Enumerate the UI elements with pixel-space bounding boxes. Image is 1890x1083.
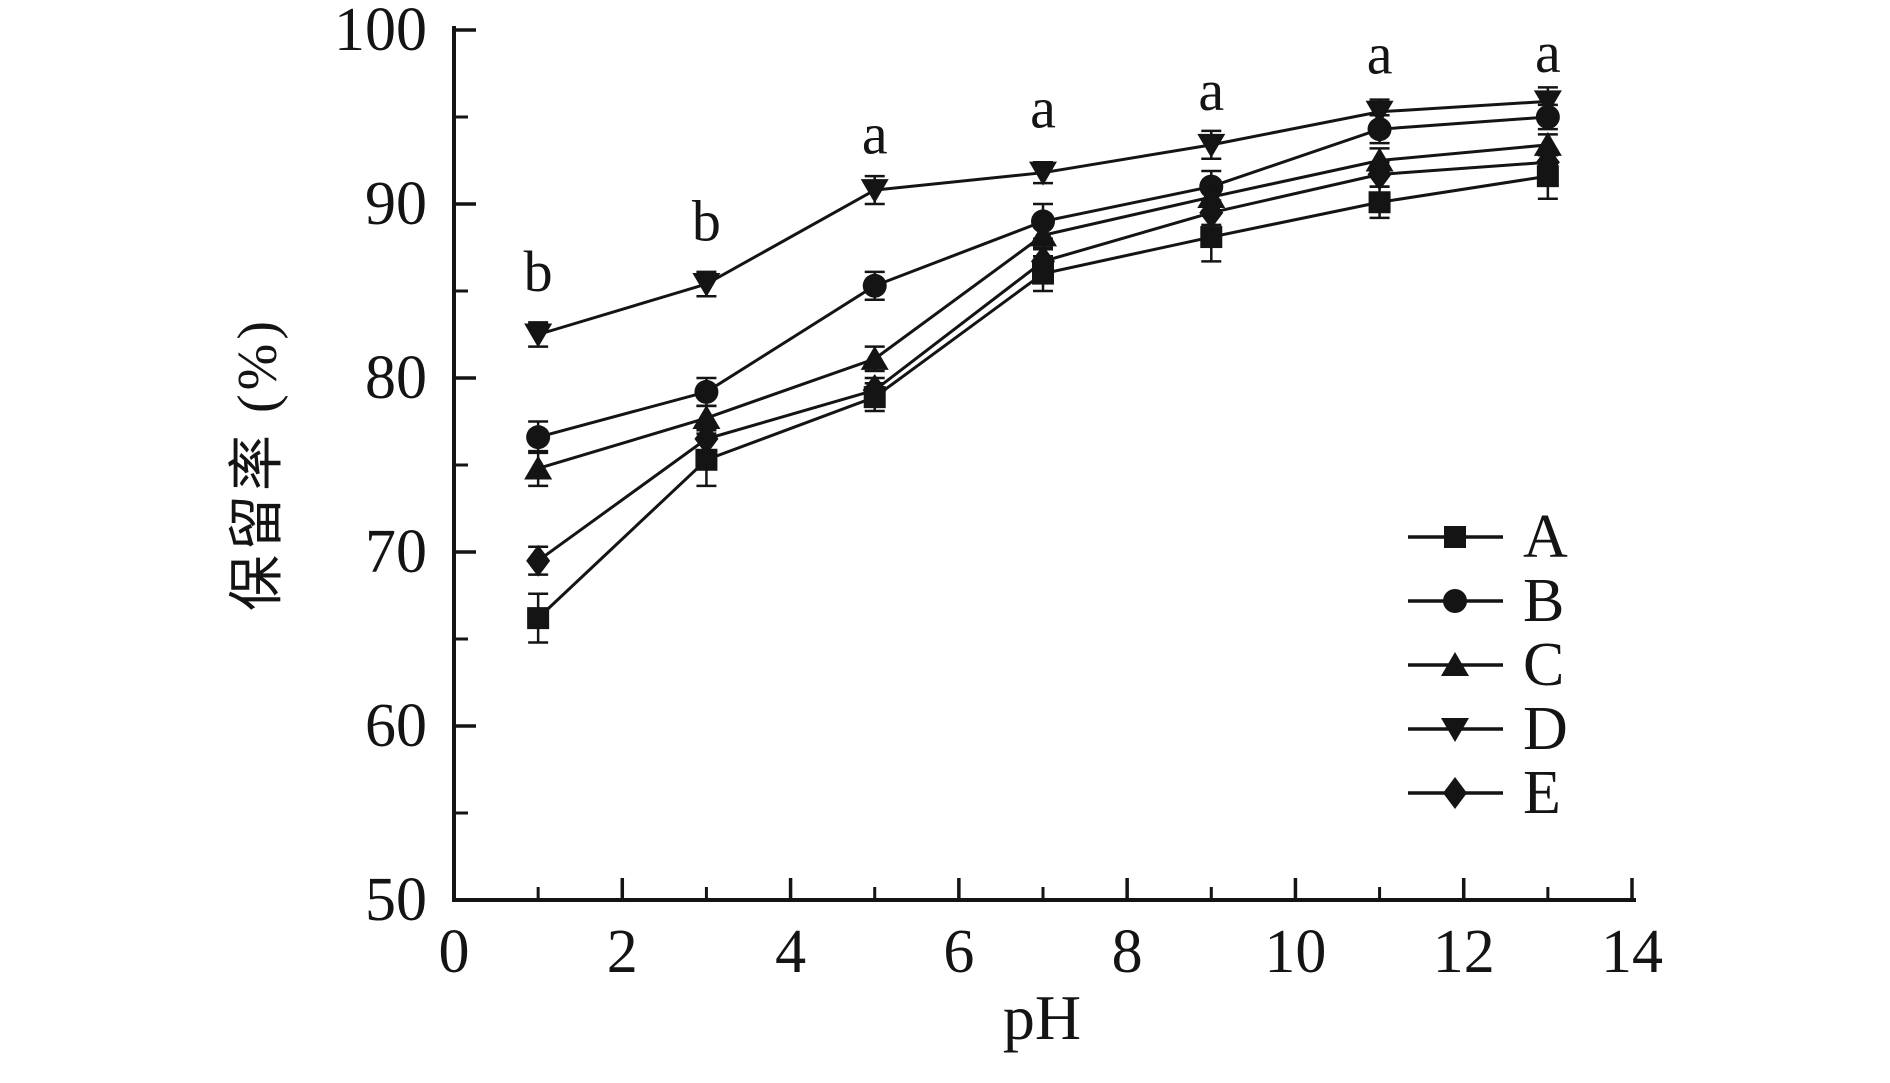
series-D-marker (860, 179, 889, 204)
legend-item-E: E (1408, 759, 1561, 827)
axes (452, 26, 1636, 902)
legend-triangle-up-marker-icon (1441, 652, 1469, 676)
series-A-marker (1368, 191, 1391, 214)
x-tick-label: 6 (943, 918, 974, 986)
series-C-marker (692, 405, 721, 430)
significance-letter: a (1367, 22, 1393, 87)
legend-label: E (1523, 759, 1561, 827)
legend-triangle-down-marker-icon (1441, 718, 1469, 742)
x-tick-label: 0 (439, 918, 470, 986)
series-B-marker (1535, 105, 1560, 129)
legend-item-B: B (1408, 567, 1564, 635)
y-tick-label: 70 (365, 518, 427, 586)
series-D-marker (1365, 100, 1394, 125)
series-C-marker (860, 345, 889, 370)
series-E-marker (694, 422, 719, 455)
series-A-marker (695, 448, 718, 471)
legend-item-C: C (1408, 631, 1564, 699)
series-E-marker (526, 544, 551, 577)
series-C-marker (524, 455, 553, 480)
series-D (524, 86, 1562, 348)
ticks (456, 28, 1634, 898)
y-tick-label: 60 (365, 692, 427, 760)
series-D-marker (1533, 90, 1562, 115)
series-E-marker (1535, 146, 1560, 179)
legend-square-marker-icon (1444, 526, 1466, 548)
x-tick-label: 8 (1112, 918, 1143, 986)
x-tick-label: 12 (1433, 918, 1495, 986)
y-tick-label: 90 (365, 170, 427, 238)
legend-label: A (1523, 503, 1568, 571)
legend-item-D: D (1408, 695, 1568, 763)
series-E-marker (1199, 196, 1224, 229)
y-tick-label: 80 (365, 344, 427, 412)
series-A-marker (527, 607, 550, 630)
significance-letter: b (524, 239, 553, 304)
series-B-marker (694, 379, 719, 404)
axis-spines (452, 26, 1636, 902)
significance-letter: a (862, 102, 888, 167)
significance-letter: a (1030, 75, 1056, 140)
legend-diamond-marker-icon (1443, 777, 1467, 809)
series-B-marker (526, 425, 551, 450)
y-tick-label: 50 (365, 866, 427, 934)
series-C-marker (1533, 131, 1562, 156)
x-tick-label: 10 (1264, 918, 1326, 986)
series-E-marker (862, 374, 887, 407)
tick-labels: 50 60 70 80 90 100 0 2 4 6 8 10 12 14 (334, 0, 1663, 986)
series-C-marker (1029, 222, 1057, 247)
series-D-marker (524, 323, 553, 348)
y-axis-title: 保留率 (%) (227, 317, 289, 611)
series-E-marker (1367, 158, 1392, 191)
series-D-marker (692, 273, 721, 298)
series-A-marker (1200, 226, 1223, 249)
series-B-marker (1031, 209, 1055, 234)
legend-circle-marker-icon (1443, 589, 1467, 613)
series-B-marker (862, 273, 887, 298)
series-D-marker (1029, 161, 1057, 186)
legend-label: B (1523, 567, 1564, 635)
significance-letter: a (1198, 58, 1224, 123)
legend-item-A: A (1408, 503, 1568, 571)
x-tick-label: 4 (775, 918, 806, 986)
y-tick-label: 100 (334, 0, 427, 64)
series-C-marker (1197, 184, 1226, 209)
significance-letter: b (692, 189, 721, 254)
x-tick-label: 2 (607, 918, 638, 986)
legend-label: C (1523, 631, 1564, 699)
series-E-marker (1031, 245, 1055, 278)
significance-letter: a (1535, 20, 1561, 85)
series-C-line (537, 143, 1548, 470)
legend-label: D (1523, 695, 1568, 763)
series-D-marker (1197, 133, 1226, 158)
series-E (526, 146, 1560, 577)
x-axis-title: pH (1002, 982, 1082, 1053)
annotations: b b a a a a a (524, 20, 1561, 304)
x-tick-label: 14 (1601, 918, 1663, 986)
